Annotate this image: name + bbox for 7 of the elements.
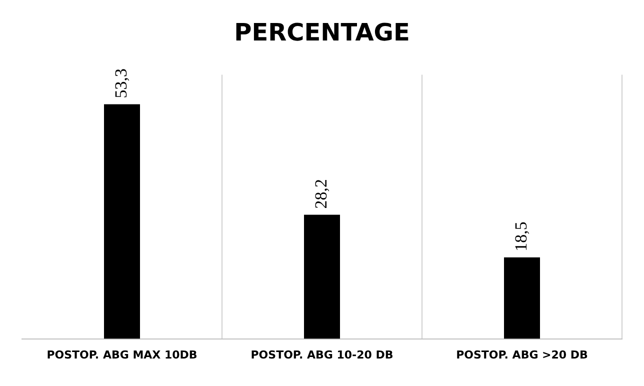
chart-title: PERCENTAGE — [234, 18, 410, 47]
x-tick-label: POSTOP. ABG >20 DB — [456, 348, 588, 362]
data-label: 28,2 — [311, 178, 330, 209]
x-tick-label: POSTOP. ABG 10-20 DB — [250, 348, 394, 362]
x-tick-label: POSTOP. ABG MAX 10DB — [46, 348, 198, 362]
data-label: 53,3 — [111, 68, 130, 98]
data-label: 18,5 — [511, 222, 530, 252]
